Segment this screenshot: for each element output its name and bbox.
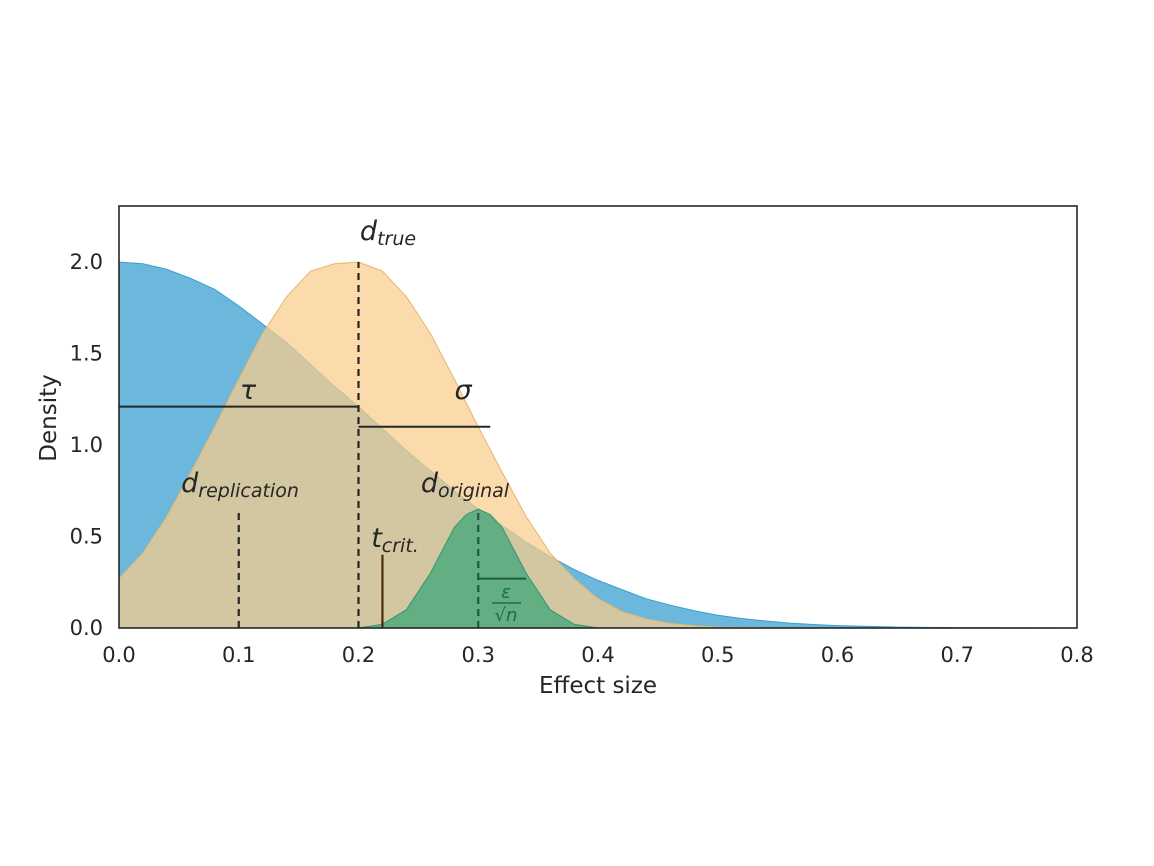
epsilon-numerator: ε	[501, 582, 511, 603]
x-tick-label: 0.4	[581, 643, 614, 667]
x-tick-label: 0.7	[941, 643, 974, 667]
y-tick-label: 2.0	[70, 250, 103, 274]
d-replication-label: dreplication	[181, 468, 299, 502]
x-tick-label: 0.1	[222, 643, 255, 667]
x-axis-label: Effect size	[539, 673, 657, 699]
y-tick-label: 0.5	[70, 525, 103, 549]
epsilon-denominator: √n	[495, 605, 518, 626]
y-tick-label: 1.0	[70, 433, 103, 457]
plot-frame	[118, 205, 1078, 629]
x-tick-label: 0.8	[1060, 643, 1093, 667]
t-crit-label: tcrit.	[371, 523, 419, 557]
y-tick-label: 1.5	[70, 342, 103, 366]
y-tick-label: 0.0	[70, 616, 103, 640]
x-tick-label: 0.6	[821, 643, 854, 667]
density-area-3	[358, 508, 599, 629]
x-tick-label: 0.0	[102, 643, 135, 667]
x-tick-label: 0.3	[462, 643, 495, 667]
d-original-label: doriginal	[421, 468, 510, 502]
d-true-label: dtrue	[360, 216, 416, 250]
x-tick-label: 0.5	[701, 643, 734, 667]
tau-label: τ	[240, 375, 257, 406]
x-tick-label: 0.2	[342, 643, 375, 667]
y-axis-label: Density	[36, 374, 62, 461]
density-area-2	[118, 261, 838, 629]
sigma-label: σ	[454, 375, 472, 406]
